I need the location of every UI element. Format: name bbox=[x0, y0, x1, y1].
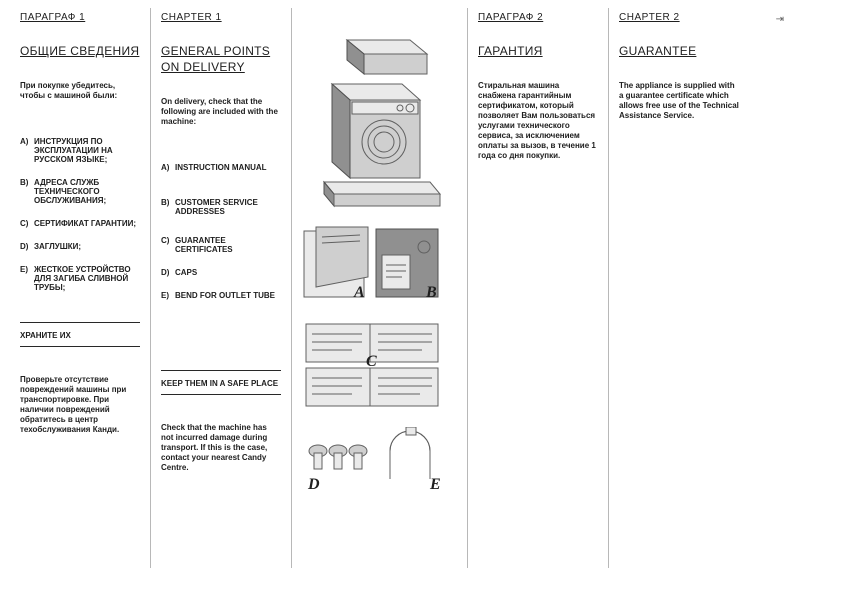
heading-en1: GENERAL POINTS ON DELIVERY bbox=[161, 43, 281, 75]
list-item: B)CUSTOMER SERVICE ADDRESSES bbox=[161, 198, 281, 216]
list-item: A)INSTRUCTION MANUAL bbox=[161, 163, 281, 172]
list-item: C)GUARANTEE CERTIFICATES bbox=[161, 236, 281, 254]
column-rule bbox=[467, 8, 468, 568]
list-item: B)АДРЕСА СЛУЖБ ТЕХНИЧЕСКОГО ОБСЛУЖИВАНИЯ… bbox=[20, 178, 140, 205]
booklets-illustration: A B bbox=[302, 225, 442, 303]
chapter-label-en2: CHAPTER 2 bbox=[619, 12, 739, 23]
col-en-ch2: CHAPTER 2 GUARANTEE The appliance is sup… bbox=[619, 8, 739, 568]
divider bbox=[20, 322, 140, 323]
label-e: E bbox=[429, 476, 441, 493]
body-ru2: Стиральная машина снабжена гарантийным с… bbox=[478, 81, 598, 161]
col-ru-ch2: ПАРАГРАФ 2 ГАРАНТИЯ Стиральная машина сн… bbox=[478, 8, 598, 568]
washing-machine-illustration bbox=[302, 38, 442, 208]
caps-and-bend-illustration: D E bbox=[302, 427, 442, 497]
keep-note-en: KEEP THEM IN A SAFE PLACE bbox=[161, 379, 281, 388]
divider bbox=[161, 370, 281, 371]
page-corner-decor: ⇥ bbox=[776, 14, 784, 25]
column-rule bbox=[608, 8, 609, 568]
heading-ru1: ОБЩИЕ СВЕДЕНИЯ bbox=[20, 43, 140, 59]
col-en-ch1: CHAPTER 1 GENERAL POINTS ON DELIVERY On … bbox=[161, 8, 281, 568]
list-item: E)BEND FOR OUTLET TUBE bbox=[161, 291, 281, 300]
heading-ru2: ГАРАНТИЯ bbox=[478, 43, 598, 59]
list-item: D)CAPS bbox=[161, 268, 281, 277]
divider bbox=[20, 346, 140, 347]
list-item: C)СЕРТИФИКАТ ГАРАНТИИ; bbox=[20, 219, 140, 228]
label-b: B bbox=[425, 284, 437, 301]
keep-note-ru: ХРАНИТЕ ИХ bbox=[20, 331, 140, 340]
intro-en1: On delivery, check that the following ar… bbox=[161, 97, 281, 127]
label-a: A bbox=[353, 284, 365, 301]
page-root: ⇥ ПАРАГРАФ 1 ОБЩИЕ СВЕДЕНИЯ При покупке … bbox=[0, 0, 842, 595]
footer-note-ru: Проверьте отсутствие повреждений машины … bbox=[20, 375, 140, 435]
list-item: E)ЖЕСТКОЕ УСТРОЙСТВО ДЛЯ ЗАГИБА СЛИВНОЙ … bbox=[20, 265, 140, 292]
intro-ru1: При покупке убедитесь, чтобы с машиной б… bbox=[20, 81, 140, 101]
label-d: D bbox=[307, 476, 320, 493]
col-ru-ch1: ПАРАГРАФ 1 ОБЩИЕ СВЕДЕНИЯ При покупке уб… bbox=[20, 8, 140, 568]
column-rule bbox=[291, 8, 292, 568]
label-c: C bbox=[366, 353, 377, 370]
col-diagrams: A B C bbox=[302, 8, 457, 568]
footer-note-en: Check that the machine has not incurred … bbox=[161, 423, 281, 473]
chapter-label-en1: CHAPTER 1 bbox=[161, 12, 281, 23]
certificates-illustration: C bbox=[302, 320, 442, 410]
divider bbox=[161, 394, 281, 395]
body-en2: The appliance is supplied with a guarant… bbox=[619, 81, 739, 121]
chapter-label-ru1: ПАРАГРАФ 1 bbox=[20, 12, 140, 23]
column-rule bbox=[150, 8, 151, 568]
heading-en2: GUARANTEE bbox=[619, 43, 739, 59]
chapter-label-ru2: ПАРАГРАФ 2 bbox=[478, 12, 598, 23]
list-item: D)ЗАГЛУШКИ; bbox=[20, 242, 140, 251]
list-item: A)ИНСТРУКЦИЯ ПО ЭКСПЛУАТАЦИИ НА РУССКОМ … bbox=[20, 137, 140, 164]
